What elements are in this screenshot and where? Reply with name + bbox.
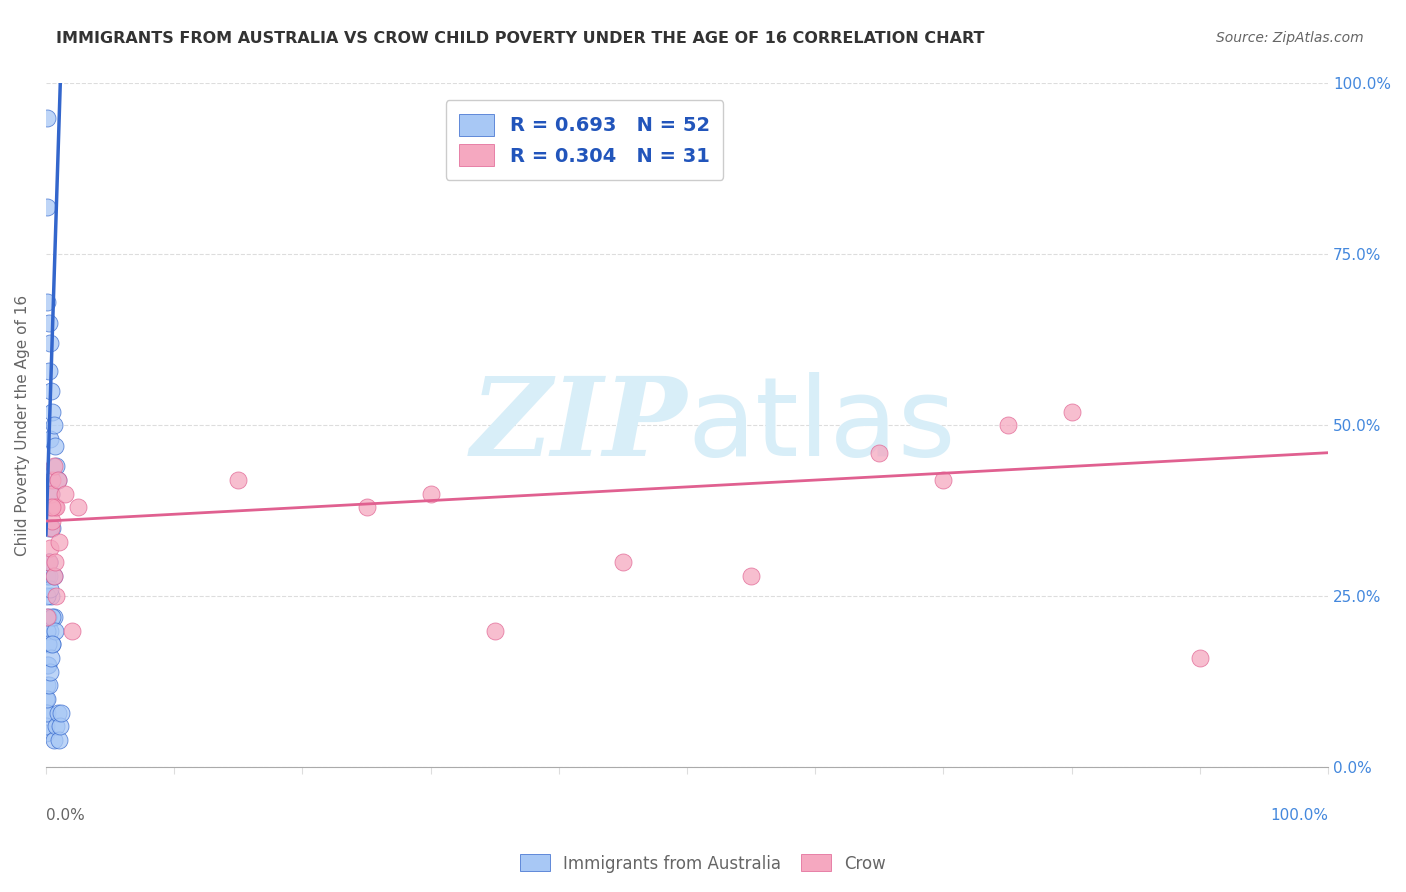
Point	[37, 692, 59, 706]
Point	[53, 487, 76, 501]
Point	[38, 364, 60, 378]
Point	[37, 200, 59, 214]
Point	[37, 657, 59, 672]
Point	[37, 590, 59, 604]
Text: IMMIGRANTS FROM AUSTRALIA VS CROW CHILD POVERTY UNDER THE AGE OF 16 CORRELATION : IMMIGRANTS FROM AUSTRALIA VS CROW CHILD …	[56, 31, 984, 46]
Point	[38, 500, 60, 515]
Point	[45, 719, 67, 733]
Text: 0.0%: 0.0%	[46, 808, 84, 823]
Point	[38, 555, 60, 569]
Point	[38, 432, 60, 446]
Point	[42, 610, 65, 624]
Point	[868, 446, 890, 460]
Point	[45, 500, 67, 515]
Point	[226, 473, 249, 487]
Point	[46, 706, 69, 720]
Point	[41, 637, 63, 651]
Point	[45, 590, 67, 604]
Point	[44, 500, 66, 515]
Point	[37, 295, 59, 310]
Point	[46, 473, 69, 487]
Point	[35, 624, 58, 638]
Point	[42, 733, 65, 747]
Point	[35, 692, 58, 706]
Point	[41, 473, 63, 487]
Point	[48, 534, 70, 549]
Point	[42, 418, 65, 433]
Point	[932, 473, 955, 487]
Point	[1060, 405, 1083, 419]
Point	[41, 514, 63, 528]
Text: Source: ZipAtlas.com: Source: ZipAtlas.com	[1216, 31, 1364, 45]
Point	[38, 624, 60, 638]
Point	[740, 569, 762, 583]
Point	[38, 665, 60, 679]
Point	[35, 678, 58, 692]
Point	[51, 706, 73, 720]
Point	[42, 569, 65, 583]
Point	[37, 610, 59, 624]
Point	[612, 555, 634, 569]
Point	[37, 569, 59, 583]
Point	[44, 439, 66, 453]
Point	[46, 473, 69, 487]
Point	[997, 418, 1019, 433]
Point	[38, 555, 60, 569]
Point	[42, 569, 65, 583]
Point	[39, 582, 62, 597]
Point	[38, 678, 60, 692]
Point	[39, 521, 62, 535]
Point	[35, 726, 58, 740]
Point	[39, 487, 62, 501]
Point	[37, 637, 59, 651]
Point	[35, 706, 58, 720]
Text: ZIP: ZIP	[471, 372, 688, 479]
Point	[35, 111, 58, 125]
Point	[44, 555, 66, 569]
Point	[419, 487, 441, 501]
Point	[38, 500, 60, 515]
Point	[1188, 651, 1211, 665]
Point	[41, 521, 63, 535]
Point	[38, 555, 60, 569]
Point	[38, 316, 60, 330]
Point	[48, 733, 70, 747]
Legend: Immigrants from Australia, Crow: Immigrants from Australia, Crow	[513, 847, 893, 880]
Point	[484, 624, 506, 638]
Text: atlas: atlas	[688, 372, 956, 479]
Point	[38, 569, 60, 583]
Point	[35, 657, 58, 672]
Point	[41, 500, 63, 515]
Text: 100.0%: 100.0%	[1270, 808, 1329, 823]
Y-axis label: Child Poverty Under the Age of 16: Child Poverty Under the Age of 16	[15, 294, 30, 556]
Point	[39, 384, 62, 399]
Point	[37, 610, 59, 624]
Point	[41, 405, 63, 419]
Point	[38, 541, 60, 556]
Point	[49, 719, 72, 733]
Point	[356, 500, 378, 515]
Legend: R = 0.693   N = 52, R = 0.304   N = 31: R = 0.693 N = 52, R = 0.304 N = 31	[446, 100, 724, 180]
Point	[44, 624, 66, 638]
Point	[45, 459, 67, 474]
Point	[35, 706, 58, 720]
Point	[38, 336, 60, 351]
Point	[39, 590, 62, 604]
Point	[39, 651, 62, 665]
Point	[66, 500, 89, 515]
Point	[39, 487, 62, 501]
Point	[41, 637, 63, 651]
Point	[38, 521, 60, 535]
Point	[60, 624, 83, 638]
Point	[41, 610, 63, 624]
Point	[35, 719, 58, 733]
Point	[42, 459, 65, 474]
